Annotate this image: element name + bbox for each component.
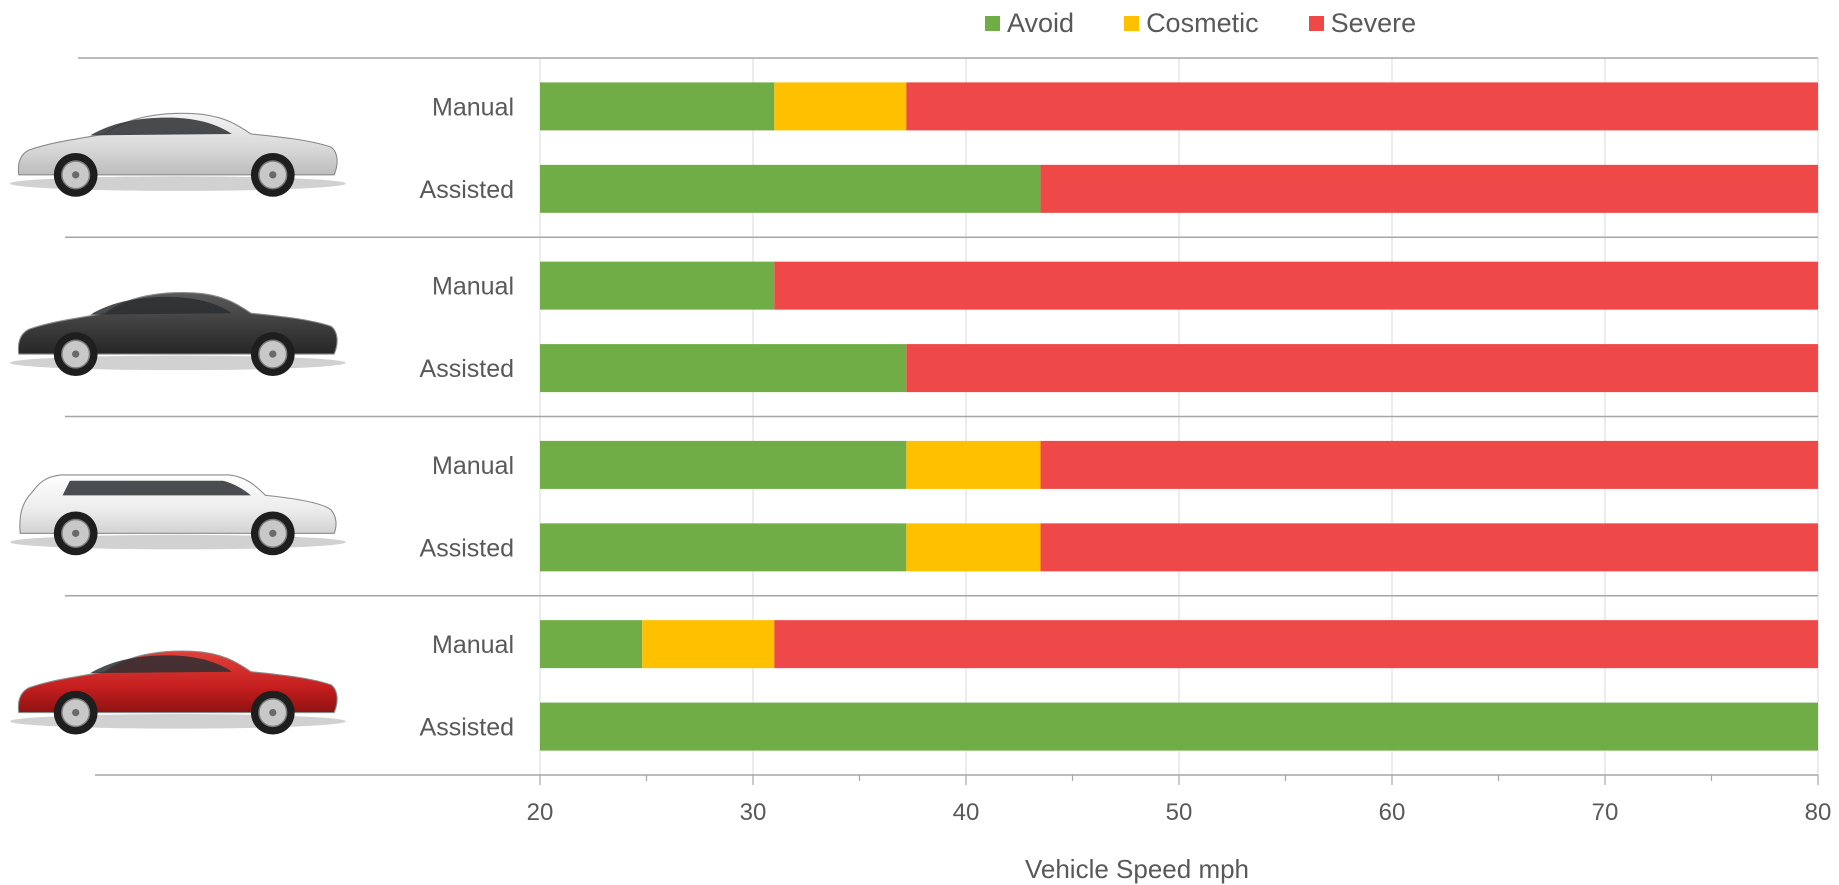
bar-severe bbox=[1040, 523, 1818, 572]
bar-avoid bbox=[540, 620, 643, 669]
car-windows bbox=[90, 296, 232, 315]
row-label-assisted: Assisted bbox=[420, 176, 514, 204]
car-windows bbox=[62, 480, 251, 496]
row-label-manual: Manual bbox=[432, 93, 514, 121]
x-tick-label: 20 bbox=[527, 799, 554, 826]
bar-severe bbox=[1040, 164, 1818, 213]
x-tick-label: 80 bbox=[1805, 799, 1832, 826]
row-label-assisted: Assisted bbox=[420, 355, 514, 383]
car-hub bbox=[72, 529, 80, 537]
car-windows bbox=[90, 117, 232, 136]
vehicle-icons bbox=[10, 112, 346, 735]
bar-avoid bbox=[540, 702, 1818, 751]
bar-avoid bbox=[540, 523, 907, 572]
red-sedan-icon bbox=[10, 650, 346, 735]
bar-avoid bbox=[540, 440, 907, 489]
x-tick-label: 30 bbox=[740, 799, 767, 826]
row-labels: Manual Assisted Manual Assisted Manual Assist… bbox=[420, 93, 514, 741]
silver-sedan-icon bbox=[10, 112, 346, 197]
x-tick-label: 50 bbox=[1166, 799, 1193, 826]
bar-severe bbox=[1040, 440, 1818, 489]
bar-severe bbox=[906, 344, 1818, 393]
bar-severe bbox=[774, 620, 1818, 669]
bar-severe bbox=[906, 82, 1818, 131]
bar-avoid bbox=[540, 82, 775, 131]
row-label-assisted: Assisted bbox=[420, 714, 514, 742]
group-separators bbox=[65, 236, 1818, 597]
car-hub bbox=[72, 708, 80, 717]
bar-avoid bbox=[540, 261, 775, 310]
dark-grey-sedan-icon bbox=[10, 292, 346, 376]
bar-avoid bbox=[540, 344, 907, 393]
legend-swatch-avoid bbox=[985, 16, 1000, 31]
legend-item-severe: Severe bbox=[1308, 8, 1417, 39]
legend-label-avoid: Avoid bbox=[1007, 8, 1075, 38]
car-hub bbox=[269, 350, 277, 358]
car-hub bbox=[269, 708, 277, 717]
white-suv-icon bbox=[10, 474, 346, 556]
x-tick-label: 40 bbox=[953, 799, 980, 826]
bar-cosmetic bbox=[774, 82, 907, 131]
legend-item-avoid: Avoid bbox=[985, 8, 1074, 39]
bar-cosmetic bbox=[906, 440, 1041, 489]
legend-swatch-severe bbox=[1308, 16, 1324, 31]
x-axis-title: Vehicle Speed mph bbox=[1025, 854, 1249, 884]
car-hub bbox=[269, 171, 277, 179]
x-axis: 20 30 40 50 60 70 80 Vehicle Speed mph bbox=[95, 774, 1832, 884]
row-label-manual: Manual bbox=[432, 452, 514, 480]
legend-label-severe: Severe bbox=[1330, 8, 1417, 38]
car-windows bbox=[90, 655, 232, 674]
row-label-manual: Manual bbox=[432, 273, 514, 301]
car-hub bbox=[269, 529, 277, 537]
legend-swatch-cosmetic bbox=[1124, 16, 1140, 31]
car-hub bbox=[72, 350, 80, 358]
bars bbox=[540, 82, 1818, 751]
bar-cosmetic bbox=[642, 620, 775, 669]
chart-legend: Avoid Cosmetic Severe bbox=[985, 8, 1466, 39]
row-label-manual: Manual bbox=[432, 631, 514, 659]
x-tick-label: 60 bbox=[1379, 799, 1406, 826]
car-hub bbox=[72, 171, 80, 179]
bar-cosmetic bbox=[906, 523, 1041, 572]
bar-severe bbox=[774, 261, 1818, 310]
row-label-assisted: Assisted bbox=[420, 534, 514, 562]
x-tick-label: 70 bbox=[1592, 799, 1619, 826]
bar-avoid bbox=[540, 164, 1041, 213]
legend-label-cosmetic: Cosmetic bbox=[1146, 8, 1259, 38]
legend-item-cosmetic: Cosmetic bbox=[1124, 8, 1259, 39]
